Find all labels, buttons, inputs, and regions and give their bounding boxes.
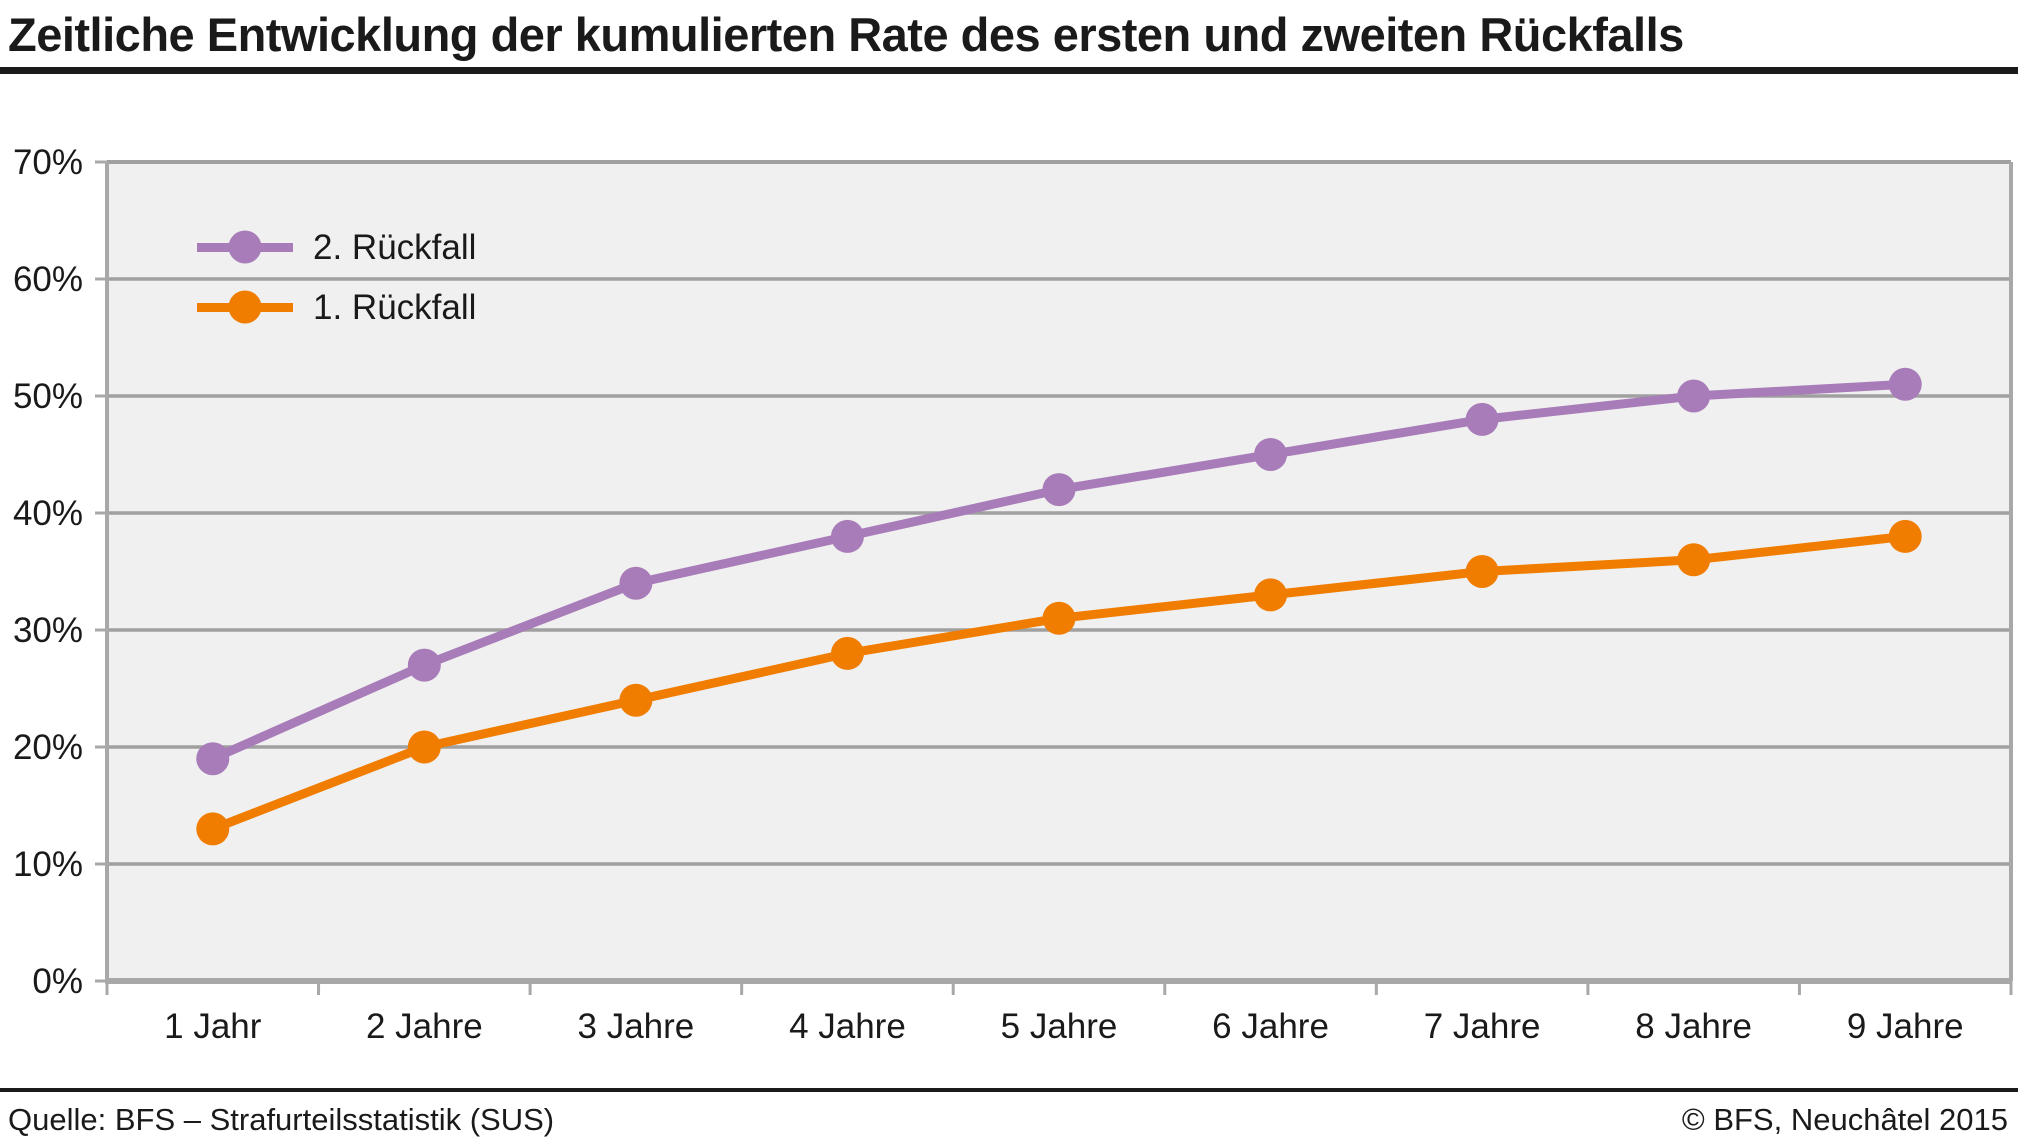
y-tick-label: 50%: [13, 377, 83, 416]
y-tick-label: 0%: [32, 962, 83, 1001]
legend-line-marker-icon: [197, 230, 293, 264]
page-header: Zeitliche Entwicklung der kumulierten Ra…: [0, 0, 2018, 74]
data-point-1-4: [1042, 601, 1076, 635]
copyright-note: © BFS, Neuchâtel 2015: [1681, 1102, 2008, 1137]
x-tick-label: 5 Jahre: [1001, 1007, 1118, 1046]
x-tick-label: 1 Jahr: [164, 1007, 262, 1046]
y-tick-label: 40%: [13, 494, 83, 533]
data-point-0-7: [1677, 379, 1711, 413]
footer-divider: [0, 1088, 2018, 1092]
x-tick-label: 8 Jahre: [1635, 1007, 1752, 1046]
y-tick-label: 70%: [13, 143, 83, 182]
x-tick-label: 7 Jahre: [1424, 1007, 1541, 1046]
data-point-0-2: [619, 566, 653, 600]
data-point-1-7: [1677, 543, 1711, 577]
legend-dot-icon: [228, 230, 262, 264]
data-point-1-6: [1465, 555, 1499, 588]
x-tick-label: 4 Jahre: [789, 1007, 906, 1046]
x-tick-label: 2 Jahre: [366, 1007, 483, 1046]
legend-item-2-rueckfall: 2. Rückfall: [197, 224, 476, 270]
y-tick-label: 10%: [13, 845, 83, 884]
data-point-0-1: [407, 648, 441, 682]
y-tick-label: 20%: [13, 728, 83, 767]
data-point-0-3: [830, 519, 864, 553]
chart-legend: 2. Rückfall 1. Rückfall: [197, 224, 476, 330]
data-point-1-5: [1254, 578, 1288, 612]
data-point-1-1: [407, 730, 441, 764]
source-note: Quelle: BFS – Strafurteilsstatistik (SUS…: [8, 1102, 555, 1137]
legend-label: 1. Rückfall: [313, 287, 477, 327]
y-tick-label: 30%: [13, 611, 83, 650]
data-point-1-8: [1888, 519, 1922, 553]
x-tick-label: 9 Jahre: [1847, 1007, 1964, 1046]
data-point-0-4: [1042, 473, 1076, 507]
data-point-0-6: [1465, 402, 1499, 436]
y-tick-label: 60%: [13, 260, 83, 299]
data-point-0-8: [1888, 367, 1922, 401]
data-point-1-3: [830, 636, 864, 670]
legend-item-1-rueckfall: 1. Rückfall: [197, 284, 476, 330]
legend-line-marker-icon: [197, 290, 293, 324]
data-point-1-0: [196, 812, 230, 846]
title-divider: [0, 67, 2018, 74]
legend-label: 2. Rückfall: [313, 227, 477, 267]
data-point-0-5: [1254, 438, 1288, 471]
x-tick-label: 6 Jahre: [1212, 1007, 1329, 1046]
legend-dot-icon: [228, 290, 262, 324]
page-title: Zeitliche Entwicklung der kumulierten Ra…: [8, 8, 1684, 61]
data-point-1-2: [619, 683, 653, 717]
page-footer: Quelle: BFS – Strafurteilsstatistik (SUS…: [8, 1102, 2008, 1138]
x-tick-label: 3 Jahre: [578, 1007, 695, 1046]
data-point-0-0: [196, 742, 230, 776]
